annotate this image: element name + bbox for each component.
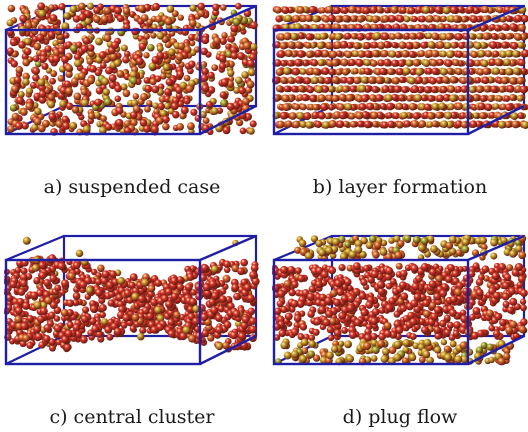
caption-layer-formation: b) layer formation [312,176,488,198]
particle-render-suspended [4,2,258,136]
box-front-edges-cluster [4,234,257,366]
caption-central-cluster: c) central cluster [49,406,215,428]
box-front-edges-layers [272,4,525,136]
particles-layers [272,5,528,129]
particle-render-plug [272,234,528,366]
simulation-panel-cluster [4,232,260,368]
simulation-panel-plug [272,232,528,368]
particle-render-cluster [4,234,260,366]
simulation-panel-suspended [4,2,260,138]
particle-render-layers [272,4,528,136]
box-front-edges-suspended [4,4,257,136]
particles-plug [272,234,528,366]
simulation-panel-layers [272,2,528,138]
particles-cluster [4,236,260,353]
box-front-edges-plug [272,234,525,366]
caption-suspended-case: a) suspended case [43,176,221,198]
caption-plug-flow: d) plug flow [342,406,458,428]
